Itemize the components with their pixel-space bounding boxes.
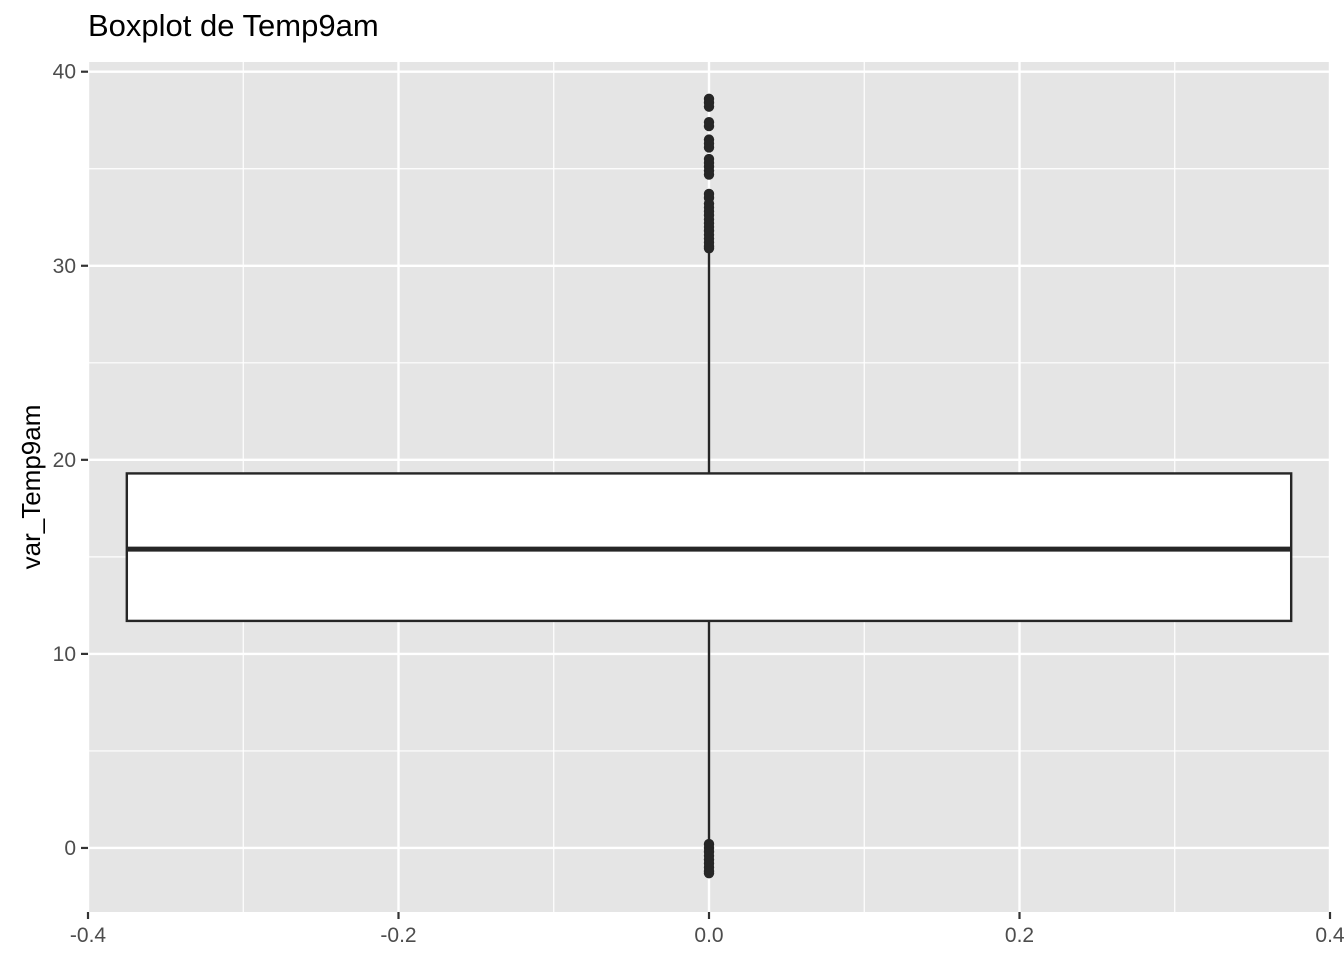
- x-tick-label: 0.4: [1315, 924, 1344, 947]
- y-tick-label: 30: [53, 255, 76, 278]
- y-tick-label: 20: [53, 449, 76, 472]
- outlier-point: [703, 188, 715, 200]
- y-tick-label: 10: [53, 643, 76, 666]
- outlier-point: [703, 116, 715, 128]
- y-axis: 0 10 20 30 40: [53, 61, 88, 860]
- outlier-point: [703, 93, 715, 105]
- chart-title: Boxplot de Temp9am: [88, 8, 379, 43]
- x-tick-label: -0.4: [70, 924, 107, 947]
- outlier-points: [703, 93, 715, 879]
- x-tick-label: 0.0: [694, 924, 723, 947]
- y-tick-label: 40: [53, 61, 76, 84]
- y-tick-label: 0: [64, 837, 76, 860]
- x-tick-label: -0.2: [380, 924, 416, 947]
- box-layer: [125, 250, 1293, 843]
- x-tick-label: 0.2: [1005, 924, 1034, 947]
- y-axis-label: var_Temp9am: [16, 405, 46, 570]
- outlier-point: [703, 867, 715, 879]
- outlier-point: [703, 153, 715, 165]
- x-axis: -0.4 -0.2 0.0 0.2 0.4: [70, 912, 1344, 947]
- outlier-point: [703, 134, 715, 145]
